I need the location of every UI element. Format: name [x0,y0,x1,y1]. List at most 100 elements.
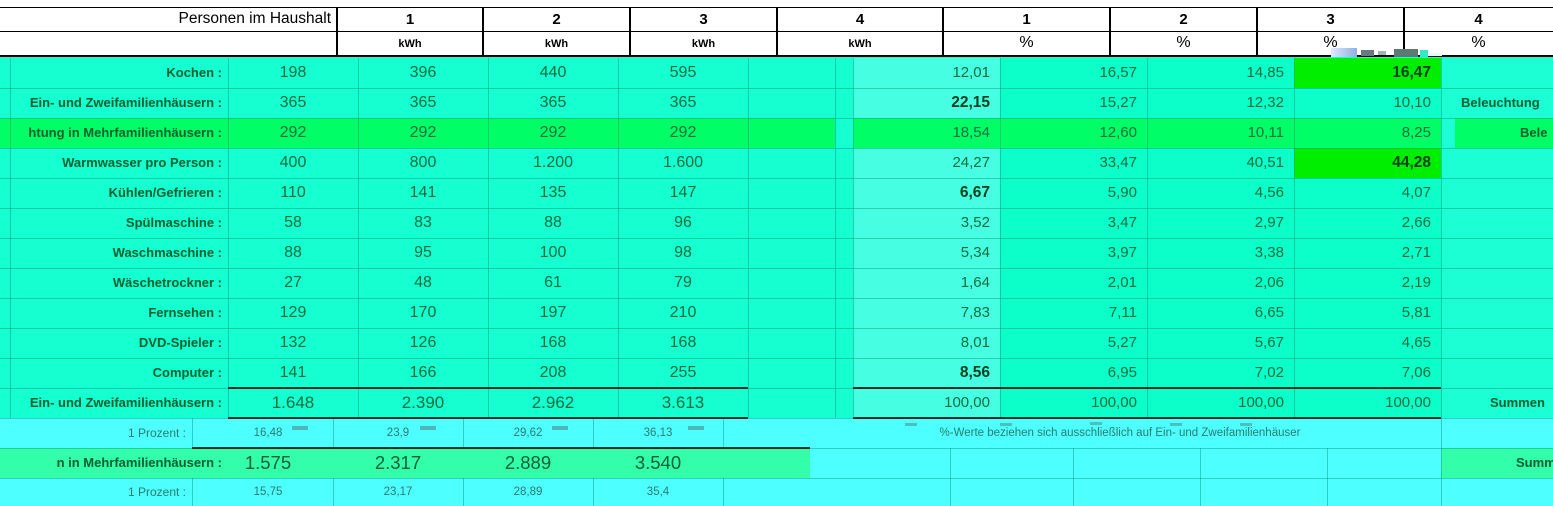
row-label-kuehlen-gefrieren[interactable]: Kühlen/Gefrieren : [108,185,222,200]
cell-spuelmaschine-pct-2[interactable]: 3,47 [1107,214,1137,231]
right-label-fragment-summen-ezfh[interactable]: Summen [1490,395,1545,410]
cell-waschmaschine-pct-1[interactable]: 5,34 [960,244,990,261]
header-col-pct-3[interactable]: 3 [1326,11,1335,28]
cell-computer-pct-4[interactable]: 7,06 [1401,364,1431,381]
cell-summen-mfh-kwh-4[interactable]: 3.540 [634,452,682,473]
cell-kuehlen-gefrieren-kwh-4[interactable]: 147 [669,184,697,201]
header-unit-pct-4[interactable]: % [1471,34,1486,51]
cell-waeschetrockner-pct-2[interactable]: 2,01 [1107,274,1137,291]
cell-waschmaschine-pct-3[interactable]: 3,38 [1254,244,1284,261]
cell-prozent-2-kwh-1[interactable]: 15,75 [253,486,283,498]
cell-kuehlen-gefrieren-kwh-2[interactable]: 141 [409,184,437,201]
cell-beleuchtung-ezfh-kwh-1[interactable]: 365 [279,94,307,111]
cell-kuehlen-gefrieren-kwh-3[interactable]: 135 [539,184,567,201]
cell-summen-ezfh-kwh-1[interactable]: 1.648 [271,393,315,412]
cell-beleuchtung-ezfh-kwh-3[interactable]: 365 [539,94,567,111]
cell-kochen-pct-3[interactable]: 14,85 [1246,64,1284,81]
cell-waeschetrockner-kwh-2[interactable]: 48 [414,274,432,291]
cell-summen-mfh-kwh-3[interactable]: 2.889 [504,452,552,473]
cell-spuelmaschine-kwh-1[interactable]: 58 [284,214,302,231]
cell-warmwasser-pct-4[interactable]: 44,28 [1392,154,1431,171]
cell-computer-kwh-3[interactable]: 208 [539,364,567,381]
cell-kochen-kwh-1[interactable]: 198 [279,64,307,81]
cell-fernsehen-pct-2[interactable]: 7,11 [1108,304,1137,321]
cell-kochen-pct-1[interactable]: 12,01 [952,64,990,81]
cell-waschmaschine-pct-4[interactable]: 2,71 [1401,244,1431,261]
cell-summen-ezfh-pct-1[interactable]: 100,00 [944,394,990,411]
cell-beleuchtung-mfh-pct-3[interactable]: 10,11 [1247,124,1284,141]
cell-waschmaschine-kwh-2[interactable]: 95 [414,244,432,261]
cell-dvd-spieler-pct-3[interactable]: 5,67 [1254,334,1284,351]
cell-computer-pct-2[interactable]: 6,95 [1107,364,1137,381]
cell-kuehlen-gefrieren-pct-2[interactable]: 5,90 [1107,184,1137,201]
header-col-pct-1[interactable]: 1 [1022,11,1031,28]
cell-fernsehen-pct-4[interactable]: 5,81 [1401,304,1431,321]
cell-warmwasser-kwh-4[interactable]: 1.600 [662,154,704,171]
cell-beleuchtung-ezfh-pct-2[interactable]: 15,27 [1099,94,1137,111]
cell-summen-ezfh-kwh-3[interactable]: 2.962 [531,393,575,412]
header-col-kwh-2[interactable]: 2 [552,11,561,28]
cell-waeschetrockner-kwh-1[interactable]: 27 [284,274,302,291]
cell-warmwasser-kwh-1[interactable]: 400 [279,154,307,171]
header-col-kwh-4[interactable]: 4 [855,11,865,28]
header-unit-kwh-2[interactable]: kWh [544,38,569,50]
row-label-beleuchtung-mfh[interactable]: htung in Mehrfamilienhäusern : [28,125,222,140]
cell-dvd-spieler-pct-2[interactable]: 5,27 [1107,334,1137,351]
row-label-beleuchtung-ezfh[interactable]: Ein- und Zweifamilienhäusern : [29,95,222,110]
cell-computer-pct-3[interactable]: 7,02 [1254,364,1284,381]
cell-beleuchtung-mfh-kwh-2[interactable]: 292 [409,124,437,141]
cell-waeschetrockner-pct-3[interactable]: 2,06 [1254,274,1284,291]
cell-dvd-spieler-kwh-2[interactable]: 126 [409,334,437,351]
cell-waeschetrockner-kwh-4[interactable]: 79 [674,274,692,291]
cell-waeschetrockner-pct-4[interactable]: 2,19 [1401,274,1431,291]
cell-waeschetrockner-pct-1[interactable]: 1,64 [960,274,990,291]
cell-summen-ezfh-pct-4[interactable]: 100,00 [1385,394,1431,411]
cell-kochen-kwh-3[interactable]: 440 [539,64,567,81]
cell-prozent-1-kwh-1[interactable]: 16,48 [253,427,283,439]
cell-kochen-pct-2[interactable]: 16,57 [1099,64,1137,81]
row-label-kochen[interactable]: Kochen : [166,65,222,80]
cell-kuehlen-gefrieren-pct-3[interactable]: 4,56 [1254,184,1284,201]
cell-fernsehen-kwh-2[interactable]: 170 [409,304,437,321]
cell-dvd-spieler-kwh-3[interactable]: 168 [539,334,567,351]
cell-kuehlen-gefrieren-pct-1[interactable]: 6,67 [959,184,990,201]
cell-fernsehen-kwh-4[interactable]: 210 [669,304,697,321]
cell-waschmaschine-kwh-1[interactable]: 88 [284,244,302,261]
cell-fernsehen-kwh-1[interactable]: 129 [279,304,307,321]
header-unit-kwh-1[interactable]: kWh [398,38,422,50]
cell-beleuchtung-mfh-pct-2[interactable]: 12,60 [1099,124,1137,141]
header-title-cell[interactable]: Personen im Haushalt [178,10,332,27]
header-col-pct-2[interactable]: 2 [1179,11,1188,28]
row-label-warmwasser[interactable]: Warmwasser pro Person : [62,155,222,170]
cell-warmwasser-pct-2[interactable]: 33,47 [1099,154,1137,171]
cell-waeschetrockner-kwh-3[interactable]: 61 [544,274,562,291]
cell-kochen-kwh-4[interactable]: 595 [669,64,697,81]
cell-warmwasser-pct-1[interactable]: 24,27 [952,154,990,171]
cell-dvd-spieler-pct-4[interactable]: 4,65 [1401,334,1431,351]
cell-beleuchtung-mfh-kwh-4[interactable]: 292 [669,124,697,141]
cell-summen-ezfh-kwh-4[interactable]: 3.613 [661,393,705,412]
cell-warmwasser-kwh-2[interactable]: 800 [409,154,437,171]
cell-computer-kwh-1[interactable]: 141 [279,364,307,381]
cell-computer-kwh-4[interactable]: 255 [669,364,697,381]
cell-fernsehen-kwh-3[interactable]: 197 [539,304,567,321]
cell-dvd-spieler-pct-1[interactable]: 8,01 [960,334,990,351]
header-unit-kwh-4[interactable]: kWh [848,38,872,50]
right-label-fragment-beleuchtung-ezfh[interactable]: Beleuchtung [1461,95,1540,110]
cell-fernsehen-pct-1[interactable]: 7,83 [960,304,990,321]
cell-kochen-kwh-2[interactable]: 396 [409,64,437,81]
cell-dvd-spieler-kwh-4[interactable]: 168 [669,334,697,351]
row-label-waeschetrockner[interactable]: Wäschetrockner : [112,275,222,290]
cell-summen-ezfh-pct-2[interactable]: 100,00 [1091,394,1137,411]
cell-beleuchtung-mfh-kwh-3[interactable]: 292 [539,124,567,141]
cell-waschmaschine-pct-2[interactable]: 3,97 [1107,244,1137,261]
header-col-pct-4[interactable]: 4 [1474,11,1483,28]
row-label-prozent-1[interactable]: 1 Prozent : [127,426,186,440]
header-unit-kwh-3[interactable]: kWh [691,38,716,50]
cell-prozent-2-kwh-3[interactable]: 28,89 [513,486,543,498]
row-label-spuelmaschine[interactable]: Spülmaschine : [125,215,222,230]
cell-prozent-1-kwh-2[interactable]: 23,9 [386,427,410,439]
cell-computer-pct-1[interactable]: 8,56 [959,364,990,381]
cell-summen-mfh-kwh-1[interactable]: 1.575 [244,452,292,473]
header-unit-pct-3[interactable]: % [1323,34,1338,51]
